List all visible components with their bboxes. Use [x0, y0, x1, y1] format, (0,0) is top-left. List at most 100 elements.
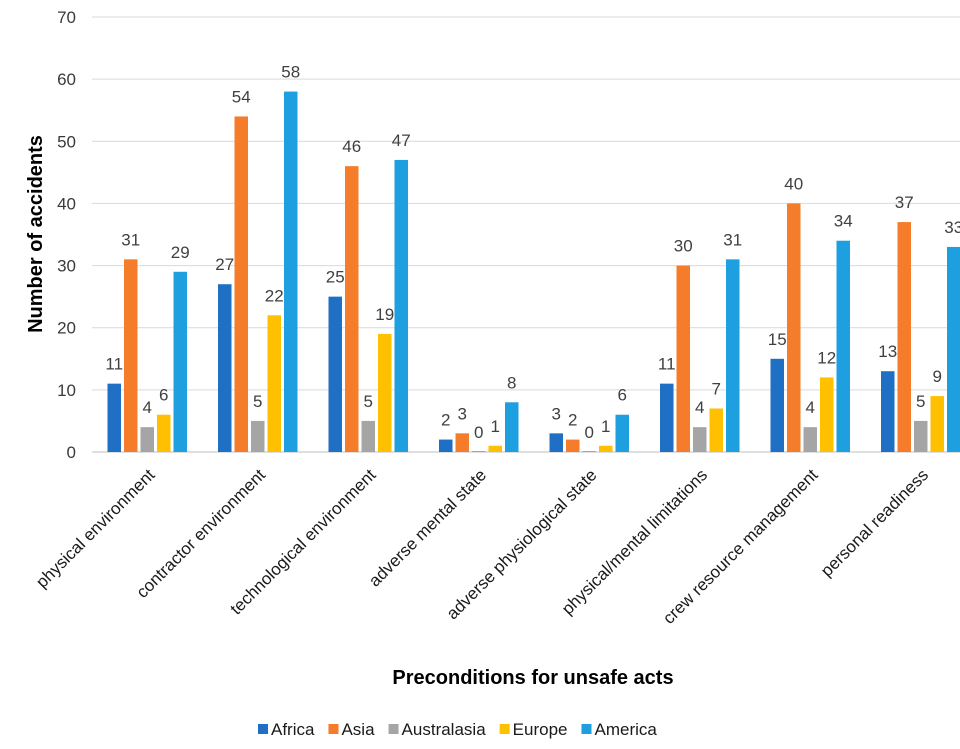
- bar: [897, 222, 911, 452]
- data-label: 8: [507, 373, 516, 392]
- bar-zero-marker: [582, 451, 596, 452]
- bar: [345, 166, 359, 452]
- x-category-label: physical environment: [32, 465, 159, 592]
- data-label: 12: [817, 348, 836, 367]
- bar: [770, 358, 784, 452]
- bar: [140, 427, 154, 452]
- bar: [361, 420, 375, 452]
- bar: [378, 333, 392, 452]
- bar: [693, 427, 707, 452]
- y-axis-ticks: 0 10 20 30 40 50 60 70: [57, 8, 76, 462]
- data-label: 30: [674, 237, 693, 256]
- legend-label: Australasia: [402, 720, 487, 739]
- y-tick-label: 40: [57, 194, 76, 213]
- bar: [836, 240, 850, 452]
- data-label: 29: [171, 243, 190, 262]
- legend-swatch: [328, 724, 339, 734]
- bar: [947, 246, 960, 452]
- data-label: 33: [944, 218, 960, 237]
- bar: [218, 284, 232, 452]
- bar: [234, 116, 248, 452]
- legend-label: Asia: [341, 720, 375, 739]
- legend-label: America: [594, 720, 657, 739]
- data-label: 47: [392, 131, 411, 150]
- bar: [251, 420, 265, 452]
- data-label: 3: [552, 404, 561, 423]
- bar: [284, 91, 298, 453]
- data-label: 5: [916, 392, 925, 411]
- y-tick-label: 70: [57, 8, 76, 27]
- bar: [267, 315, 281, 452]
- bar: [124, 259, 138, 452]
- data-label: 0: [474, 423, 483, 442]
- data-label: 11: [105, 355, 123, 374]
- data-label: 4: [695, 398, 704, 417]
- data-label: 40: [784, 174, 803, 193]
- bar: [107, 383, 121, 452]
- data-label: 22: [265, 286, 284, 305]
- data-label: 9: [933, 367, 942, 386]
- data-label: 31: [121, 230, 140, 249]
- data-label: 31: [723, 230, 742, 249]
- data-label: 25: [326, 268, 345, 287]
- bar: [599, 445, 613, 452]
- x-category-label: personal readiness: [817, 465, 932, 580]
- data-label: 11: [658, 355, 676, 374]
- bar: [726, 259, 740, 452]
- bar: [676, 265, 690, 452]
- data-label: 3: [458, 404, 467, 423]
- legend: Africa Asia Australasia Europe America: [258, 720, 657, 739]
- y-axis-title: Number of accidents: [25, 135, 47, 333]
- data-label: 7: [712, 380, 721, 399]
- bar: [173, 271, 187, 452]
- y-tick-label: 0: [67, 443, 76, 462]
- legend-swatch: [499, 724, 510, 734]
- bar: [881, 371, 895, 452]
- y-tick-label: 50: [57, 132, 76, 151]
- data-label: 5: [364, 392, 373, 411]
- bar: [549, 433, 563, 452]
- data-label: 58: [281, 63, 300, 82]
- data-label: 4: [143, 398, 152, 417]
- y-tick-label: 30: [57, 257, 76, 276]
- data-label: 4: [806, 398, 815, 417]
- bar: [439, 439, 453, 452]
- data-label: 34: [834, 212, 853, 231]
- data-label: 6: [618, 386, 627, 405]
- x-axis-title: Preconditions for unsafe acts: [392, 667, 673, 689]
- data-label: 1: [491, 417, 500, 436]
- bar: [787, 203, 801, 452]
- bar: [455, 433, 469, 452]
- bar-zero-marker: [472, 451, 486, 452]
- bars: [107, 91, 960, 453]
- y-tick-label: 60: [57, 70, 76, 89]
- data-label: 46: [342, 137, 361, 156]
- bar: [505, 402, 519, 452]
- legend-swatch: [258, 724, 268, 734]
- x-category-label: contractor environment: [133, 465, 270, 602]
- bar: [930, 396, 944, 452]
- data-label: 54: [232, 87, 251, 106]
- bar: [328, 296, 342, 452]
- legend-label: Africa: [271, 720, 315, 739]
- bar: [660, 383, 674, 452]
- data-label: 2: [441, 411, 450, 430]
- bar: [914, 420, 928, 452]
- bar: [394, 159, 408, 452]
- x-category-label: adverse mental state: [365, 465, 490, 590]
- data-label: 5: [253, 392, 262, 411]
- data-label: 19: [375, 305, 394, 324]
- bar: [615, 414, 629, 452]
- bar: [820, 377, 834, 452]
- legend-label: Europe: [513, 720, 568, 739]
- data-label: 6: [159, 386, 168, 405]
- data-label: 2: [568, 411, 577, 430]
- data-label: 15: [768, 330, 787, 349]
- bar: [488, 445, 502, 452]
- bar: [709, 408, 723, 452]
- data-label: 37: [895, 193, 914, 212]
- bar: [803, 427, 817, 452]
